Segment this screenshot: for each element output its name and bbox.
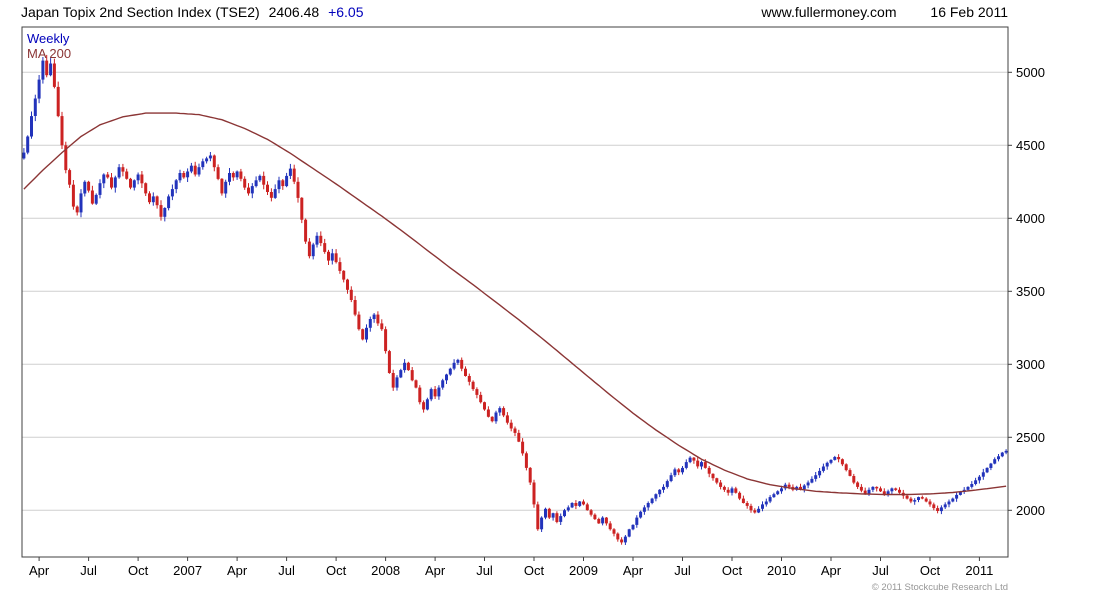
date-label: 16 Feb 2011 [930, 4, 1008, 20]
svg-text:Oct: Oct [128, 563, 149, 578]
svg-text:Jul: Jul [80, 563, 97, 578]
website-link[interactable]: www.fullermoney.com [761, 4, 897, 20]
svg-text:Apr: Apr [29, 563, 50, 578]
price-change: +6.05 [328, 4, 364, 20]
svg-text:4000: 4000 [1016, 211, 1045, 226]
svg-text:4500: 4500 [1016, 138, 1045, 153]
instrument-name: Japan Topix 2nd Section Index (TSE2) [21, 4, 260, 20]
svg-text:Oct: Oct [326, 563, 347, 578]
chart-legend: Weekly MA 200 [27, 31, 71, 61]
svg-text:Apr: Apr [425, 563, 446, 578]
svg-text:3000: 3000 [1016, 357, 1045, 372]
svg-text:Jul: Jul [872, 563, 889, 578]
svg-text:Oct: Oct [524, 563, 545, 578]
svg-text:2010: 2010 [767, 563, 796, 578]
copyright-notice: © 2011 Stockcube Research Ltd [871, 582, 1008, 593]
svg-text:Jul: Jul [674, 563, 691, 578]
svg-text:Jul: Jul [278, 563, 295, 578]
ma-200-label: MA 200 [27, 46, 72, 61]
last-price: 2406.48 [268, 4, 320, 20]
svg-text:3500: 3500 [1016, 284, 1045, 299]
svg-text:2007: 2007 [173, 563, 202, 578]
svg-text:Oct: Oct [722, 563, 743, 578]
svg-text:2000: 2000 [1016, 503, 1045, 518]
svg-text:Apr: Apr [227, 563, 248, 578]
timeframe-label: Weekly [27, 31, 70, 46]
svg-text:2500: 2500 [1016, 430, 1045, 445]
svg-text:5000: 5000 [1016, 65, 1045, 80]
header: Japan Topix 2nd Section Index (TSE2) 240… [21, 4, 1008, 20]
svg-text:Oct: Oct [920, 563, 941, 578]
svg-text:2008: 2008 [371, 563, 400, 578]
svg-text:2009: 2009 [569, 563, 598, 578]
svg-text:Apr: Apr [821, 563, 842, 578]
chart-title: Japan Topix 2nd Section Index (TSE2) 240… [21, 4, 369, 20]
svg-text:Jul: Jul [476, 563, 493, 578]
header-right: www.fullermoney.com 16 Feb 2011 [761, 4, 1008, 20]
svg-text:Apr: Apr [623, 563, 644, 578]
svg-text:2011: 2011 [965, 563, 993, 578]
